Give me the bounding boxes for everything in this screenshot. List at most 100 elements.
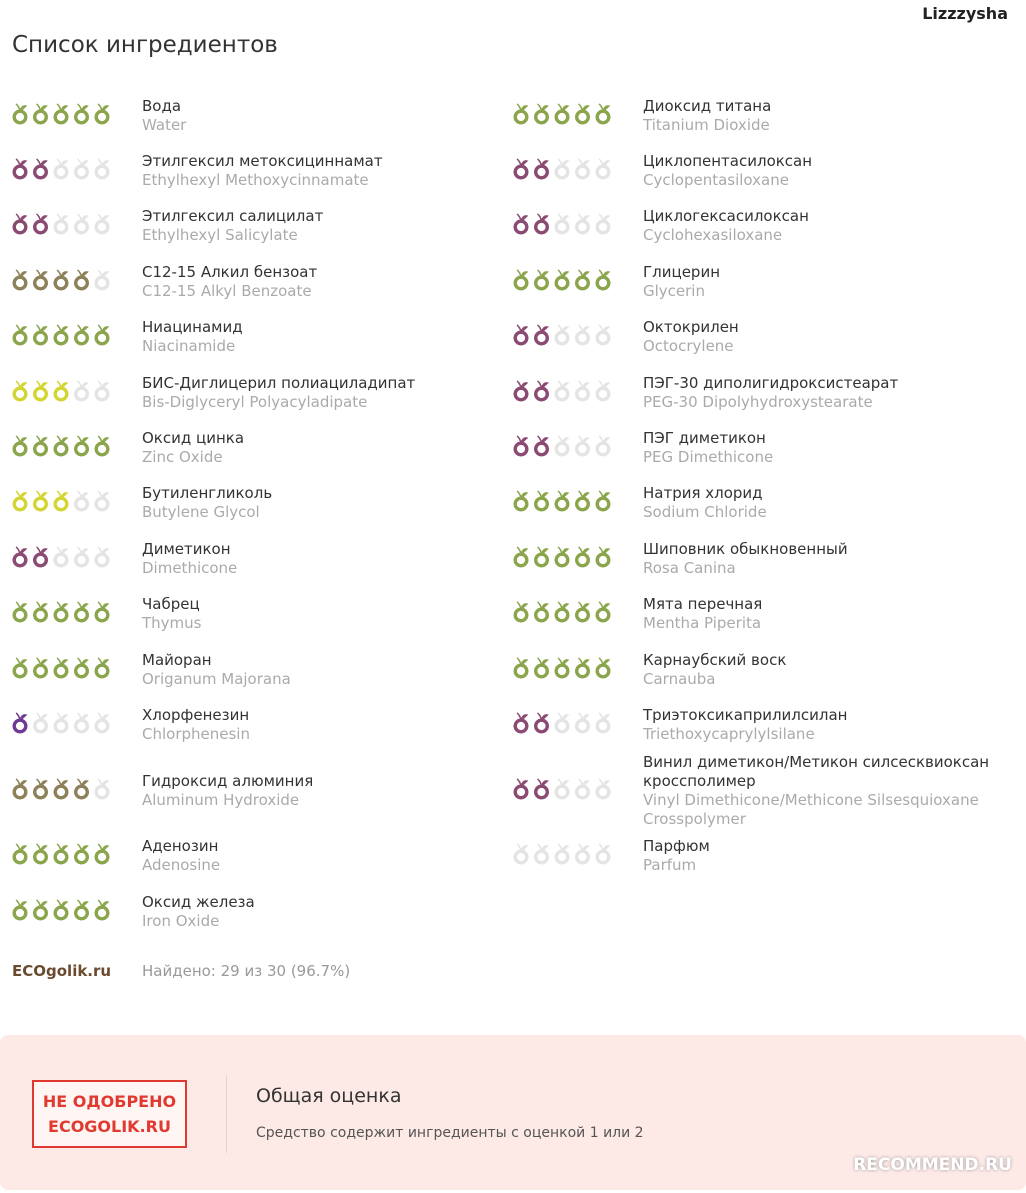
icon-ring xyxy=(554,164,570,180)
icon-ring xyxy=(12,219,28,235)
icon-leaf xyxy=(516,843,529,852)
rating xyxy=(513,267,643,297)
rating-icon xyxy=(533,324,550,346)
rating-icon xyxy=(32,269,49,291)
icon-leaf xyxy=(598,843,611,852)
rating-icon xyxy=(574,158,591,180)
icon-leaf xyxy=(36,601,48,610)
ingredient-latin: Glycerin xyxy=(643,281,705,300)
icon-ring xyxy=(533,330,550,346)
rating-icons xyxy=(513,778,611,800)
icon-ring xyxy=(554,663,570,679)
icon-leaf xyxy=(97,601,110,610)
ingredient-text: ПЭГ-30 диполигидроксистеарат PEG-30 Dipol… xyxy=(643,374,898,412)
icon-ring xyxy=(554,330,570,346)
icon-ring xyxy=(595,275,611,291)
ingredient: Винил диметикон/Метикон силсесквиоксан к… xyxy=(513,753,1022,829)
rating-icon xyxy=(94,657,110,679)
ingredient-text: Чабрец Thymus xyxy=(142,595,201,633)
icon-ring xyxy=(12,663,28,679)
icon-ring xyxy=(53,219,69,235)
rating-icons xyxy=(513,103,611,125)
ingredient-name: Хлорфенезин xyxy=(142,705,250,724)
icon-ring xyxy=(73,496,90,512)
username[interactable]: Lizzzysha xyxy=(922,4,1008,23)
rating-icon xyxy=(32,601,49,623)
rating-icon xyxy=(53,380,69,402)
icon-leaf xyxy=(36,103,48,112)
rating-icon xyxy=(53,490,69,512)
icon-ring xyxy=(94,718,110,734)
icon-leaf xyxy=(97,490,110,500)
icon-leaf xyxy=(537,601,549,610)
icon-leaf xyxy=(36,712,48,721)
icon-leaf xyxy=(77,324,89,333)
rating-icon xyxy=(94,380,110,402)
icon-leaf xyxy=(56,712,69,721)
ingredient-name: Этилгексил метоксициннамат xyxy=(142,152,383,171)
rating-icon xyxy=(595,778,611,800)
icon-ring xyxy=(574,663,591,679)
rating xyxy=(12,101,142,131)
icon-ring xyxy=(554,552,570,568)
rating-icons xyxy=(513,490,611,512)
rating-icon xyxy=(12,324,28,346)
logo[interactable]: ECOgolik.ru xyxy=(12,962,112,980)
icon-leaf xyxy=(36,380,48,389)
icon-ring xyxy=(12,552,28,568)
icon-leaf xyxy=(516,380,529,389)
icon-ring xyxy=(94,663,110,679)
icon-leaf xyxy=(557,657,570,666)
icon-ring xyxy=(73,663,90,679)
rating-icons xyxy=(513,380,611,402)
rating-icon xyxy=(12,843,28,865)
rating-icons xyxy=(513,435,611,457)
icon-leaf xyxy=(537,103,549,112)
ingredient-text: Парфюм Parfum xyxy=(643,837,710,875)
icon-ring xyxy=(595,784,611,800)
rating-icons xyxy=(513,269,611,291)
icon-leaf xyxy=(537,778,549,787)
icon-leaf xyxy=(578,712,590,721)
icon-leaf xyxy=(516,435,529,444)
icon-ring xyxy=(554,784,570,800)
icon-ring xyxy=(94,784,110,800)
rating xyxy=(513,488,643,518)
ingredient-name: Гидроксид алюминия xyxy=(142,771,314,790)
footer: ECOgolik.ru Найдено: 29 из 30 (96.7%) xyxy=(12,962,350,980)
icon-leaf xyxy=(15,103,28,112)
icon-leaf xyxy=(557,712,570,721)
icon-leaf xyxy=(557,269,570,278)
icon-leaf xyxy=(77,546,89,555)
icon-leaf xyxy=(15,546,28,555)
icon-leaf xyxy=(537,490,549,500)
rating-icon xyxy=(53,778,69,800)
rating-icon xyxy=(73,490,90,512)
ingredient-name: Диметикон xyxy=(142,539,231,558)
rating-icon xyxy=(513,380,529,402)
ingredient-latin: Bis-Diglyceryl Polyacyladipate xyxy=(142,392,368,411)
ingredient: ПЭГ-30 диполигидроксистеарат PEG-30 Dipol… xyxy=(513,365,1022,420)
rating-icon xyxy=(73,657,90,679)
icon-ring xyxy=(513,552,529,568)
rating-icon xyxy=(94,899,110,921)
rating-icon xyxy=(533,103,550,125)
icon-ring xyxy=(32,905,49,921)
rating xyxy=(12,841,142,871)
icon-leaf xyxy=(537,324,549,333)
rating-icon xyxy=(533,435,550,457)
ingredient: ПЭГ диметикон PEG Dimethicone xyxy=(513,420,1022,475)
rating-icon xyxy=(554,843,570,865)
rating-icon xyxy=(554,103,570,125)
ingredient-text: Циклогексасилоксан Cyclohexasiloxane xyxy=(643,207,809,245)
icon-ring xyxy=(12,386,28,402)
rating-icon xyxy=(94,158,110,180)
rating-icon xyxy=(32,103,49,125)
icon-ring xyxy=(32,386,49,402)
icon-ring xyxy=(94,386,110,402)
icon-ring xyxy=(595,849,611,865)
rating-icon xyxy=(554,712,570,734)
ingredient: Триэтоксикаприлилсилан Triethoxycaprylyls… xyxy=(513,697,1022,752)
icon-leaf xyxy=(77,490,89,500)
ingredient-text: Октокрилен Octocrylene xyxy=(643,318,739,356)
